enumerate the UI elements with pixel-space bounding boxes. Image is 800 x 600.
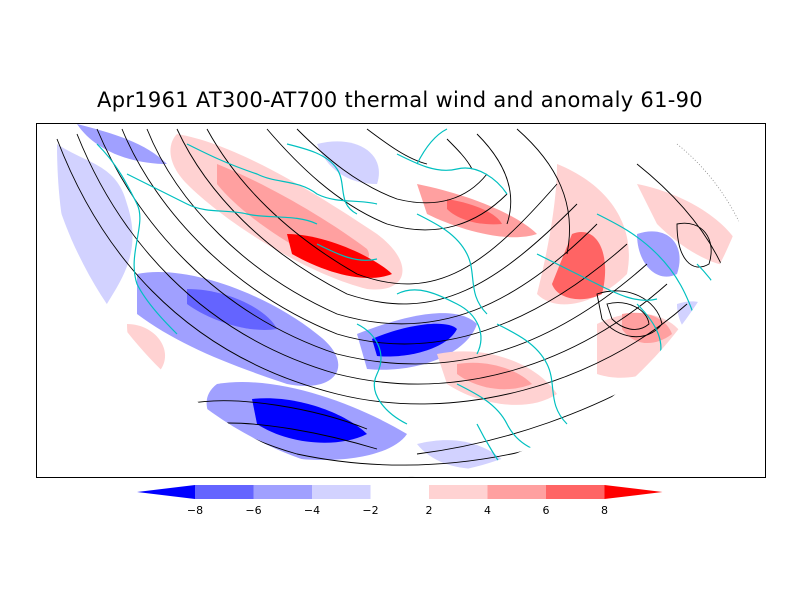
colorbar-cell-5: [429, 485, 488, 499]
colorbar-cell-0: [137, 485, 195, 499]
colorbar: −8 −6 −4 −2 2 4 6 8: [137, 485, 663, 517]
colorbar-cell-6: [487, 485, 546, 499]
projection-mask: [37, 124, 765, 477]
colorbar-tick-label: 4: [484, 504, 491, 517]
colorbar-cell-8: [604, 485, 663, 499]
colorbar-tick-label: 8: [601, 504, 608, 517]
colorbar-cell-4: [370, 485, 429, 499]
colorbar-cell-7: [546, 485, 605, 499]
colorbar-tick-label: 2: [426, 504, 433, 517]
map-canvas: [37, 124, 765, 477]
colorbar-cell-3: [312, 485, 371, 499]
colorbar-tick-label: 6: [543, 504, 550, 517]
colorbar-tick-label: −4: [304, 504, 320, 517]
colorbar-cell-1: [195, 485, 254, 499]
colorbar-tick-label: −6: [245, 504, 261, 517]
colorbar-tick-label: −2: [362, 504, 378, 517]
colorbar-tick-label: −8: [187, 504, 203, 517]
thermal-wind-map: [36, 123, 766, 478]
map-title: Apr1961 AT300-AT700 thermal wind and ano…: [97, 88, 703, 112]
colorbar-cell-2: [253, 485, 312, 499]
thermal-wind-streamlines: [41, 128, 758, 477]
